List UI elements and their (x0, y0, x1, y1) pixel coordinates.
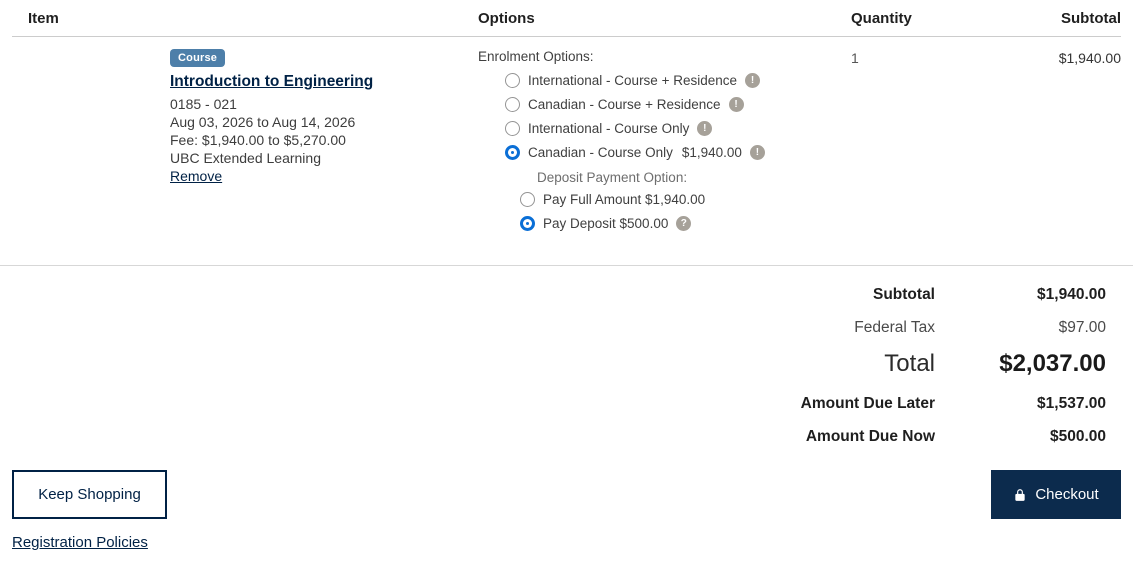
item-cell: Course Introduction to Engineering 0185 … (12, 48, 478, 235)
summary-row: Federal Tax $97.00 (0, 319, 1106, 337)
summary-row: Total $2,037.00 (0, 350, 1106, 378)
summary-row-value: $2,037.00 (999, 350, 1106, 377)
checkout-button-label: Checkout (1035, 486, 1099, 503)
deposit-option[interactable]: Pay Full Amount $1,940.00 (520, 187, 851, 211)
radio-button[interactable] (520, 215, 535, 231)
summary-row-label: Amount Due Now (805, 428, 935, 445)
order-summary: Subtotal $1,940.00 Federal Tax $97.00 Total $… (0, 266, 1133, 446)
summary-row-label: Total (884, 350, 935, 377)
column-header-item: Item (28, 10, 59, 27)
options-cell: Enrolment Options: International - Cours… (478, 48, 851, 235)
remove-item-link[interactable]: Remove (170, 168, 223, 184)
summary-row-value: $1,537.00 (1037, 395, 1106, 412)
summary-row-value: $1,940.00 (1037, 286, 1106, 303)
question-icon[interactable]: ? (676, 215, 692, 231)
alert-icon[interactable]: ! (728, 96, 744, 112)
enrolment-option[interactable]: International - Course Only! (505, 116, 851, 140)
deposit-option-label: Pay Deposit $500.00 (543, 215, 669, 231)
shopping-cart-table: Item Options Quantity Subtotal Course In… (0, 0, 1133, 265)
course-type-badge: Course (170, 49, 226, 67)
summary-row-label: Amount Due Later (800, 395, 935, 412)
radio-button[interactable] (505, 120, 520, 136)
line-subtotal-value: $1,940.00 (1058, 50, 1121, 66)
column-header-options: Options (478, 10, 535, 27)
enrolment-option-label: Canadian - Course + Residence (528, 96, 721, 112)
column-header-quantity: Quantity (851, 10, 912, 27)
enrolment-option[interactable]: Canadian - Course + Residence! (505, 92, 851, 116)
quantity-value: 1 (851, 50, 859, 66)
course-code: 0185 - 021 (170, 96, 237, 112)
enrolment-option-label: International - Course + Residence (528, 72, 737, 88)
summary-row: Subtotal $1,940.00 (0, 286, 1106, 304)
deposit-payment-block: Deposit Payment Option: Pay Full Amount … (478, 170, 851, 235)
enrolment-option[interactable]: Canadian - Course Only $1,940.00! (505, 140, 851, 164)
enrolment-option-label: Canadian - Course Only (528, 144, 673, 160)
deposit-option[interactable]: Pay Deposit $500.00? (520, 211, 851, 235)
course-fee-range: Fee: $1,940.00 to $5,270.00 (170, 132, 346, 148)
alert-icon[interactable]: ! (749, 144, 765, 160)
radio-button[interactable] (520, 191, 535, 207)
summary-row-label: Federal Tax (854, 319, 935, 336)
course-title-link[interactable]: Introduction to Engineering (170, 73, 374, 90)
deposit-options-group: Pay Full Amount $1,940.00 Pay Deposit $50… (478, 187, 851, 235)
summary-row-value: $500.00 (1049, 428, 1106, 445)
deposit-option-label: Pay Full Amount $1,940.00 (543, 191, 706, 207)
keep-shopping-button[interactable]: Keep Shopping (12, 470, 167, 519)
summary-row: Amount Due Now $500.00 (0, 428, 1106, 446)
footer-action-bar: Keep Shopping Checkout (0, 470, 1133, 519)
course-dates: Aug 03, 2026 to Aug 14, 2026 (170, 114, 356, 130)
radio-button[interactable] (505, 72, 520, 88)
column-header-subtotal: Subtotal (1061, 10, 1121, 27)
summary-row: Amount Due Later $1,537.00 (0, 395, 1106, 413)
summary-row-label: Subtotal (873, 286, 935, 303)
radio-button[interactable] (505, 144, 520, 160)
enrolment-option-label: International - Course Only (528, 120, 690, 136)
enrolment-options-label: Enrolment Options: (478, 49, 594, 64)
cart-item-row: Course Introduction to Engineering 0185 … (12, 37, 1121, 265)
summary-row-value: $97.00 (1058, 319, 1106, 336)
cart-header-row: Item Options Quantity Subtotal (12, 0, 1121, 37)
radio-button[interactable] (505, 96, 520, 112)
alert-icon[interactable]: ! (697, 120, 713, 136)
alert-icon[interactable]: ! (745, 72, 760, 88)
course-provider: UBC Extended Learning (170, 150, 321, 166)
checkout-button[interactable]: Checkout (991, 470, 1121, 519)
deposit-payment-option-label: Deposit Payment Option: (537, 170, 688, 185)
enrolment-options-group: International - Course + Residence! Canad… (478, 68, 851, 164)
enrolment-option[interactable]: International - Course + Residence! (505, 68, 851, 92)
enrolment-option-price: $1,940.00 (681, 144, 742, 160)
lock-icon (1013, 488, 1027, 502)
summary-divider (0, 265, 1133, 266)
registration-policies-link[interactable]: Registration Policies (12, 534, 148, 551)
